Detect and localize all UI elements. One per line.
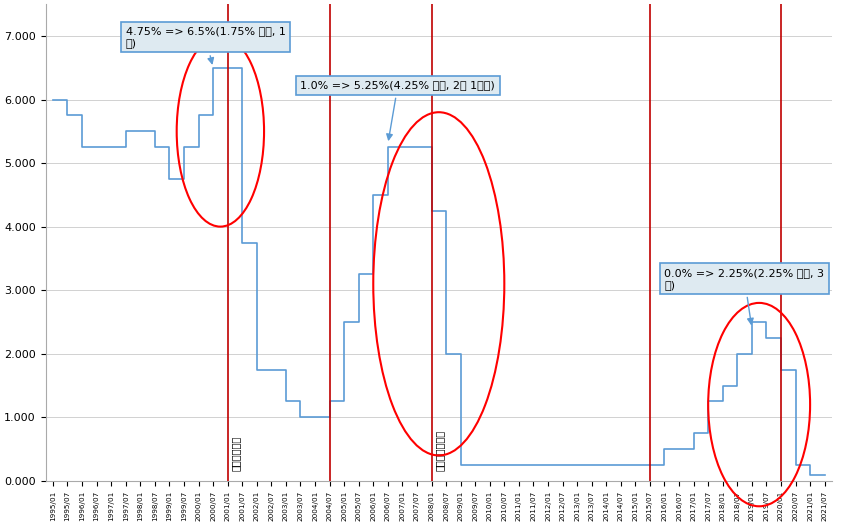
- Text: 닷컴버블붕괴: 닷컴버블붕괴: [231, 436, 240, 471]
- Text: 글로벌금융위기: 글로벌금융위기: [434, 430, 445, 471]
- Text: 0.0% => 2.25%(2.25% 상승, 3
년): 0.0% => 2.25%(2.25% 상승, 3 년): [664, 268, 824, 324]
- Text: 1.0% => 5.25%(4.25% 상승, 2년 1개월): 1.0% => 5.25%(4.25% 상승, 2년 1개월): [300, 80, 495, 140]
- Text: 4.75% => 6.5%(1.75% 상승, 1
년): 4.75% => 6.5%(1.75% 상승, 1 년): [126, 26, 286, 64]
